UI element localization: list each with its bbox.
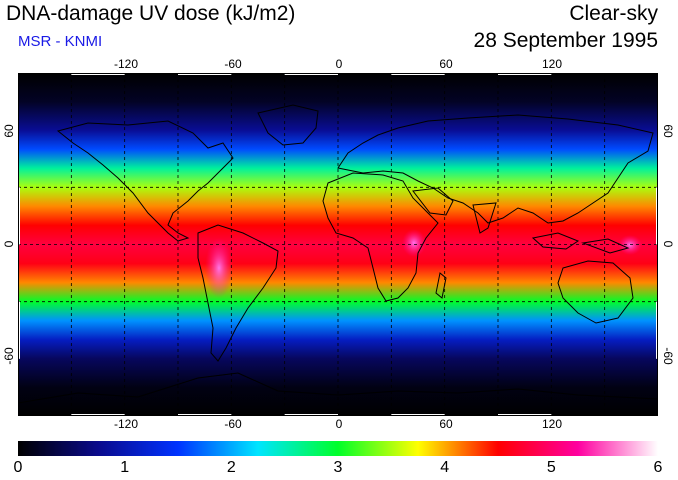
lon-tick-bottom: 120 xyxy=(541,417,563,431)
date-label: 28 September 1995 xyxy=(473,29,658,52)
africa-coast xyxy=(322,172,439,302)
colorbar-label: 3 xyxy=(333,459,343,476)
colorbar-label: 2 xyxy=(226,459,236,476)
lon-tick-top: -60 xyxy=(224,57,242,71)
east-africa-hotspot xyxy=(402,229,426,257)
lat-tick-left: -60 xyxy=(2,347,16,365)
new-guinea-hotspot xyxy=(618,235,642,255)
lon-tick-bottom: 0 xyxy=(335,417,343,431)
arabia-coast xyxy=(412,187,454,216)
colorbar-label: 4 xyxy=(440,459,450,476)
australia-coast xyxy=(557,260,634,324)
colorbar-label: 5 xyxy=(546,459,556,476)
sky-condition-label: Clear-sky xyxy=(569,2,658,25)
south-america-coast xyxy=(197,224,279,362)
madagascar-coast xyxy=(435,272,447,299)
lat-tick-left: 0 xyxy=(2,240,16,248)
lat-tick-left: 60 xyxy=(2,124,16,138)
colorbar-label: 0 xyxy=(13,459,23,476)
lon-tick-top: 120 xyxy=(541,57,563,71)
graticule xyxy=(18,73,658,416)
lat-tick-right: 60 xyxy=(661,124,675,138)
andes-hotspot xyxy=(205,238,233,298)
lon-tick-top: 0 xyxy=(335,57,343,71)
map-title: DNA-damage UV dose (kJ/m2) xyxy=(6,2,296,25)
lat-tick-right: -60 xyxy=(661,347,675,365)
colorbar-label: 1 xyxy=(120,459,130,476)
lon-tick-top: -120 xyxy=(113,57,139,71)
lon-tick-bottom: -60 xyxy=(224,417,242,431)
southeast-asia-islands xyxy=(531,232,630,254)
greenland-coast xyxy=(257,104,319,146)
lon-tick-bottom: -120 xyxy=(113,417,139,431)
lon-tick-top: 60 xyxy=(439,57,453,71)
map-frame xyxy=(18,73,658,416)
india-coast xyxy=(472,202,497,234)
source-label: MSR - KNMI xyxy=(18,33,103,50)
lat-tick-right: 0 xyxy=(661,240,675,248)
uv-dose-map xyxy=(18,73,658,416)
colorbar-label: 6 xyxy=(653,459,663,476)
lon-tick-bottom: 60 xyxy=(439,417,453,431)
north-america-coast xyxy=(56,120,234,242)
colorbar-gradient xyxy=(18,441,658,456)
coastlines xyxy=(18,104,658,404)
europe-asia-coast xyxy=(337,114,654,224)
antarctica-coast xyxy=(18,372,658,404)
colorbar xyxy=(18,441,658,456)
